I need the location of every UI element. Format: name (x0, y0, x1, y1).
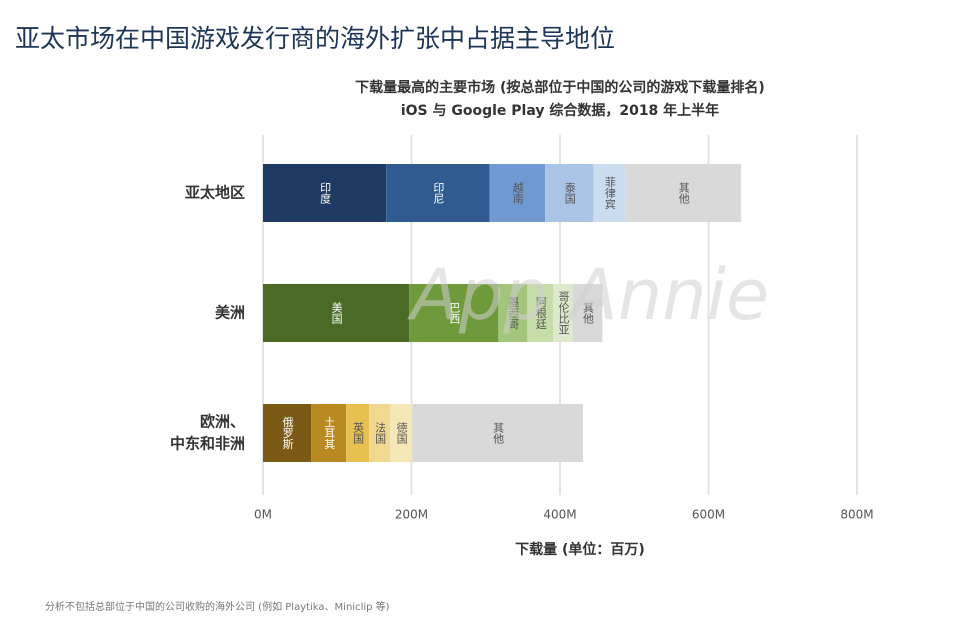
x-tick-label: 800M (840, 508, 873, 522)
segment-label: 泰国 (563, 181, 576, 205)
category-label: 美洲 (215, 304, 245, 322)
bar-segment (489, 164, 546, 222)
watermark: App Annie (407, 254, 769, 336)
bar-segment (553, 284, 573, 342)
footnote: 分析不包括总部位于中国的公司收购的海外公司 (例如 Playtika、Minic… (45, 600, 390, 613)
segment-label: 其他 (492, 422, 505, 444)
bar-segment (545, 164, 594, 222)
segment-label: 越南 (511, 181, 524, 204)
segment-label: 土耳其 (323, 416, 336, 450)
x-tick-label: 0M (254, 508, 272, 522)
category-label: 中东和非洲 (170, 435, 245, 453)
bar-segment (409, 284, 499, 342)
segment-label: 其他 (581, 302, 594, 324)
segment-label: 印度 (319, 182, 332, 205)
bar-segment (412, 404, 584, 462)
bar-segment (593, 164, 626, 222)
bar-segment (263, 164, 387, 222)
chart-subtitle: iOS 与 Google Play 综合数据，2018 年上半年 (401, 102, 719, 119)
segment-label: 俄罗斯 (281, 416, 294, 450)
segment-label: 德国 (395, 421, 408, 445)
bar-segment (263, 404, 312, 462)
bar-segment (572, 284, 603, 342)
bar-segment (389, 404, 413, 462)
bar-segment (311, 404, 347, 462)
segment-label: 美国 (330, 302, 343, 325)
segment-label: 印尼 (432, 182, 445, 205)
bar-segment (625, 164, 742, 222)
x-tick-label: 600M (692, 508, 725, 522)
segment-label: 哥伦比亚 (557, 291, 570, 335)
x-axis-label: 下载量 (单位：百万) (515, 541, 645, 558)
segment-label: 阿根廷 (534, 296, 547, 330)
segment-label: 巴西 (448, 302, 461, 324)
chart-title: 下载量最高的主要市场 (按总部位于中国的公司的游戏下载量排名) (355, 79, 765, 96)
bar-segment (263, 284, 410, 342)
category-label: 亚太地区 (185, 184, 245, 202)
bar-segment (527, 284, 554, 342)
bar-segment (369, 404, 390, 462)
page-title: 亚太市场在中国游戏发行商的海外扩张中占据主导地位 (15, 24, 615, 53)
segment-label: 墨西哥 (507, 296, 520, 329)
x-tick-label: 400M (543, 508, 576, 522)
segment-label: 法国 (374, 421, 387, 445)
segment-label: 英国 (352, 421, 365, 445)
segment-label: 其他 (677, 182, 690, 204)
bar-segment (386, 164, 490, 222)
bar-segment (498, 284, 528, 342)
bar-segment (346, 404, 370, 462)
segment-label: 菲律宾 (603, 176, 616, 209)
category-label: 欧洲、 (200, 413, 245, 431)
x-tick-label: 200M (395, 508, 428, 522)
